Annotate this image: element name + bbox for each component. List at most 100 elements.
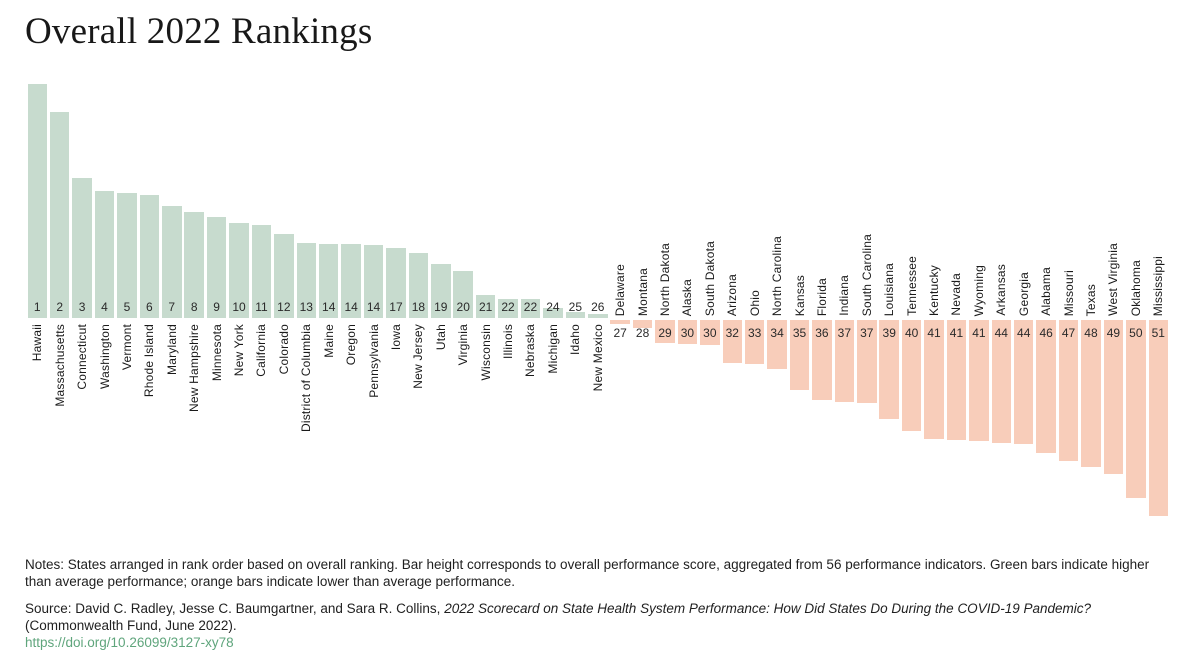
bar-pennsylvania <box>363 245 384 318</box>
bar-oklahoma <box>1126 319 1146 498</box>
rank-label-arizona: 32 <box>725 326 739 340</box>
rank-label-nevada: 41 <box>949 326 964 340</box>
state-label-michigan: Michigan <box>545 324 560 374</box>
state-label-tennessee: Tennessee <box>904 256 919 316</box>
rank-label-massachusetts: 2 <box>56 300 63 314</box>
rank-label-kentucky: 41 <box>927 326 941 340</box>
rank-label-rhode-island: 6 <box>146 300 153 314</box>
state-label-minnesota: Minnesota <box>209 324 224 382</box>
rank-label-colorado: 12 <box>277 300 291 314</box>
rank-label-ohio: 33 <box>748 326 762 340</box>
bar-nevada <box>946 319 967 440</box>
rank-label-south-dakota: 30 <box>703 326 717 340</box>
state-label-district-of-columbia: District of Columbia <box>299 324 314 433</box>
state-label-south-dakota: South Dakota <box>702 240 717 316</box>
rank-label-missouri: 47 <box>1061 326 1076 340</box>
rank-label-alabama: 46 <box>1039 326 1053 340</box>
bar-connecticut <box>72 178 92 318</box>
state-label-utah: Utah <box>433 324 448 351</box>
rank-label-arkansas: 44 <box>994 326 1008 340</box>
rank-label-vermont: 5 <box>123 300 131 314</box>
bar-washington <box>94 191 115 318</box>
rank-label-connecticut: 3 <box>78 300 86 314</box>
state-label-kentucky: Kentucky <box>927 265 942 316</box>
state-label-delaware: Delaware <box>613 263 628 316</box>
bar-mississippi <box>1148 319 1168 516</box>
bar-new-jersey <box>408 253 429 318</box>
notes-text: Notes: States arranged in rank order bas… <box>25 557 1150 589</box>
rank-label-indiana: 37 <box>837 326 852 340</box>
state-label-oklahoma: Oklahoma <box>1128 259 1143 316</box>
bar-tennessee <box>901 319 922 431</box>
state-label-virginia: Virginia <box>456 324 471 366</box>
bar-georgia <box>1013 319 1034 444</box>
state-label-arkansas: Arkansas <box>994 264 1009 316</box>
state-label-idaho: Idaho <box>568 324 583 356</box>
state-label-new-jersey: New Jersey <box>411 324 426 389</box>
rank-label-minnesota: 9 <box>213 300 220 314</box>
rank-label-utah: 19 <box>434 300 448 314</box>
state-label-kansas: Kansas <box>792 274 807 316</box>
bar-new-york <box>229 223 249 318</box>
state-label-maine: Maine <box>321 324 336 358</box>
source-suffix: (Commonwealth Fund, June 2022). <box>25 618 237 633</box>
doi-link[interactable]: https://doi.org/10.26099/3127-xy78 <box>25 635 234 650</box>
rank-label-tennessee: 40 <box>904 326 919 340</box>
bar-alaska <box>677 319 698 344</box>
bar-kansas <box>789 319 810 390</box>
rank-label-alaska: 30 <box>680 326 695 340</box>
state-label-vermont: Vermont <box>119 324 134 371</box>
bar-ohio <box>744 319 765 364</box>
bar-south-dakota <box>700 319 720 345</box>
rank-label-mississippi: 51 <box>1151 326 1165 340</box>
rank-label-idaho: 25 <box>568 300 582 314</box>
bar-utah <box>431 264 451 318</box>
state-label-alabama: Alabama <box>1039 267 1054 316</box>
state-label-pennsylvania: Pennsylvania <box>366 324 381 398</box>
bar-idaho <box>565 312 586 318</box>
bar-rhode-island <box>139 195 160 318</box>
bar-minnesota <box>206 217 227 318</box>
rank-label-nebraska: 22 <box>523 300 538 314</box>
state-label-south-carolina: South Carolina <box>859 233 874 316</box>
bar-indiana <box>834 319 855 402</box>
state-label-massachusetts: Massachusetts <box>52 324 67 407</box>
bar-new-mexico <box>588 314 608 318</box>
state-label-texas: Texas <box>1083 283 1098 316</box>
rank-label-louisiana: 39 <box>882 326 896 340</box>
rank-label-hawaii: 1 <box>33 300 41 314</box>
bar-south-carolina <box>857 319 877 403</box>
rank-label-pennsylvania: 14 <box>366 300 381 314</box>
rank-label-north-dakota: 29 <box>658 326 672 340</box>
bar-west-virginia <box>1103 319 1124 474</box>
bar-nebraska <box>520 299 541 318</box>
rank-label-new-hampshire: 8 <box>190 300 198 314</box>
state-label-north-dakota: North Dakota <box>658 242 672 316</box>
state-label-california: California <box>254 324 269 377</box>
state-label-west-virginia: West Virginia <box>1106 243 1121 316</box>
state-label-hawaii: Hawaii <box>30 324 45 362</box>
bar-wyoming <box>969 319 989 441</box>
state-label-iowa: Iowa <box>388 324 403 351</box>
rank-label-california: 11 <box>255 300 268 314</box>
bar-iowa <box>386 248 406 318</box>
rank-label-north-carolina: 34 <box>770 326 784 340</box>
bar-florida <box>812 319 832 400</box>
rank-label-washington: 4 <box>101 300 108 314</box>
rank-label-texas: 48 <box>1084 326 1098 340</box>
bar-virginia <box>453 271 473 318</box>
rank-label-maryland: 7 <box>168 300 176 314</box>
rank-label-georgia: 44 <box>1017 326 1031 340</box>
state-label-washington: Washington <box>97 324 112 389</box>
bar-arkansas <box>991 319 1012 443</box>
state-label-montana: Montana <box>635 267 650 316</box>
bar-kentucky <box>924 319 944 439</box>
state-label-mississippi: Mississippi <box>1151 255 1166 316</box>
bar-michigan <box>543 308 563 318</box>
rank-label-new-mexico: 26 <box>591 300 605 314</box>
rank-label-south-carolina: 37 <box>860 326 874 340</box>
rank-label-wisconsin: 21 <box>478 300 493 314</box>
bar-oregon <box>341 244 361 318</box>
rank-label-michigan: 24 <box>546 300 560 314</box>
rank-label-maine: 14 <box>322 300 336 314</box>
